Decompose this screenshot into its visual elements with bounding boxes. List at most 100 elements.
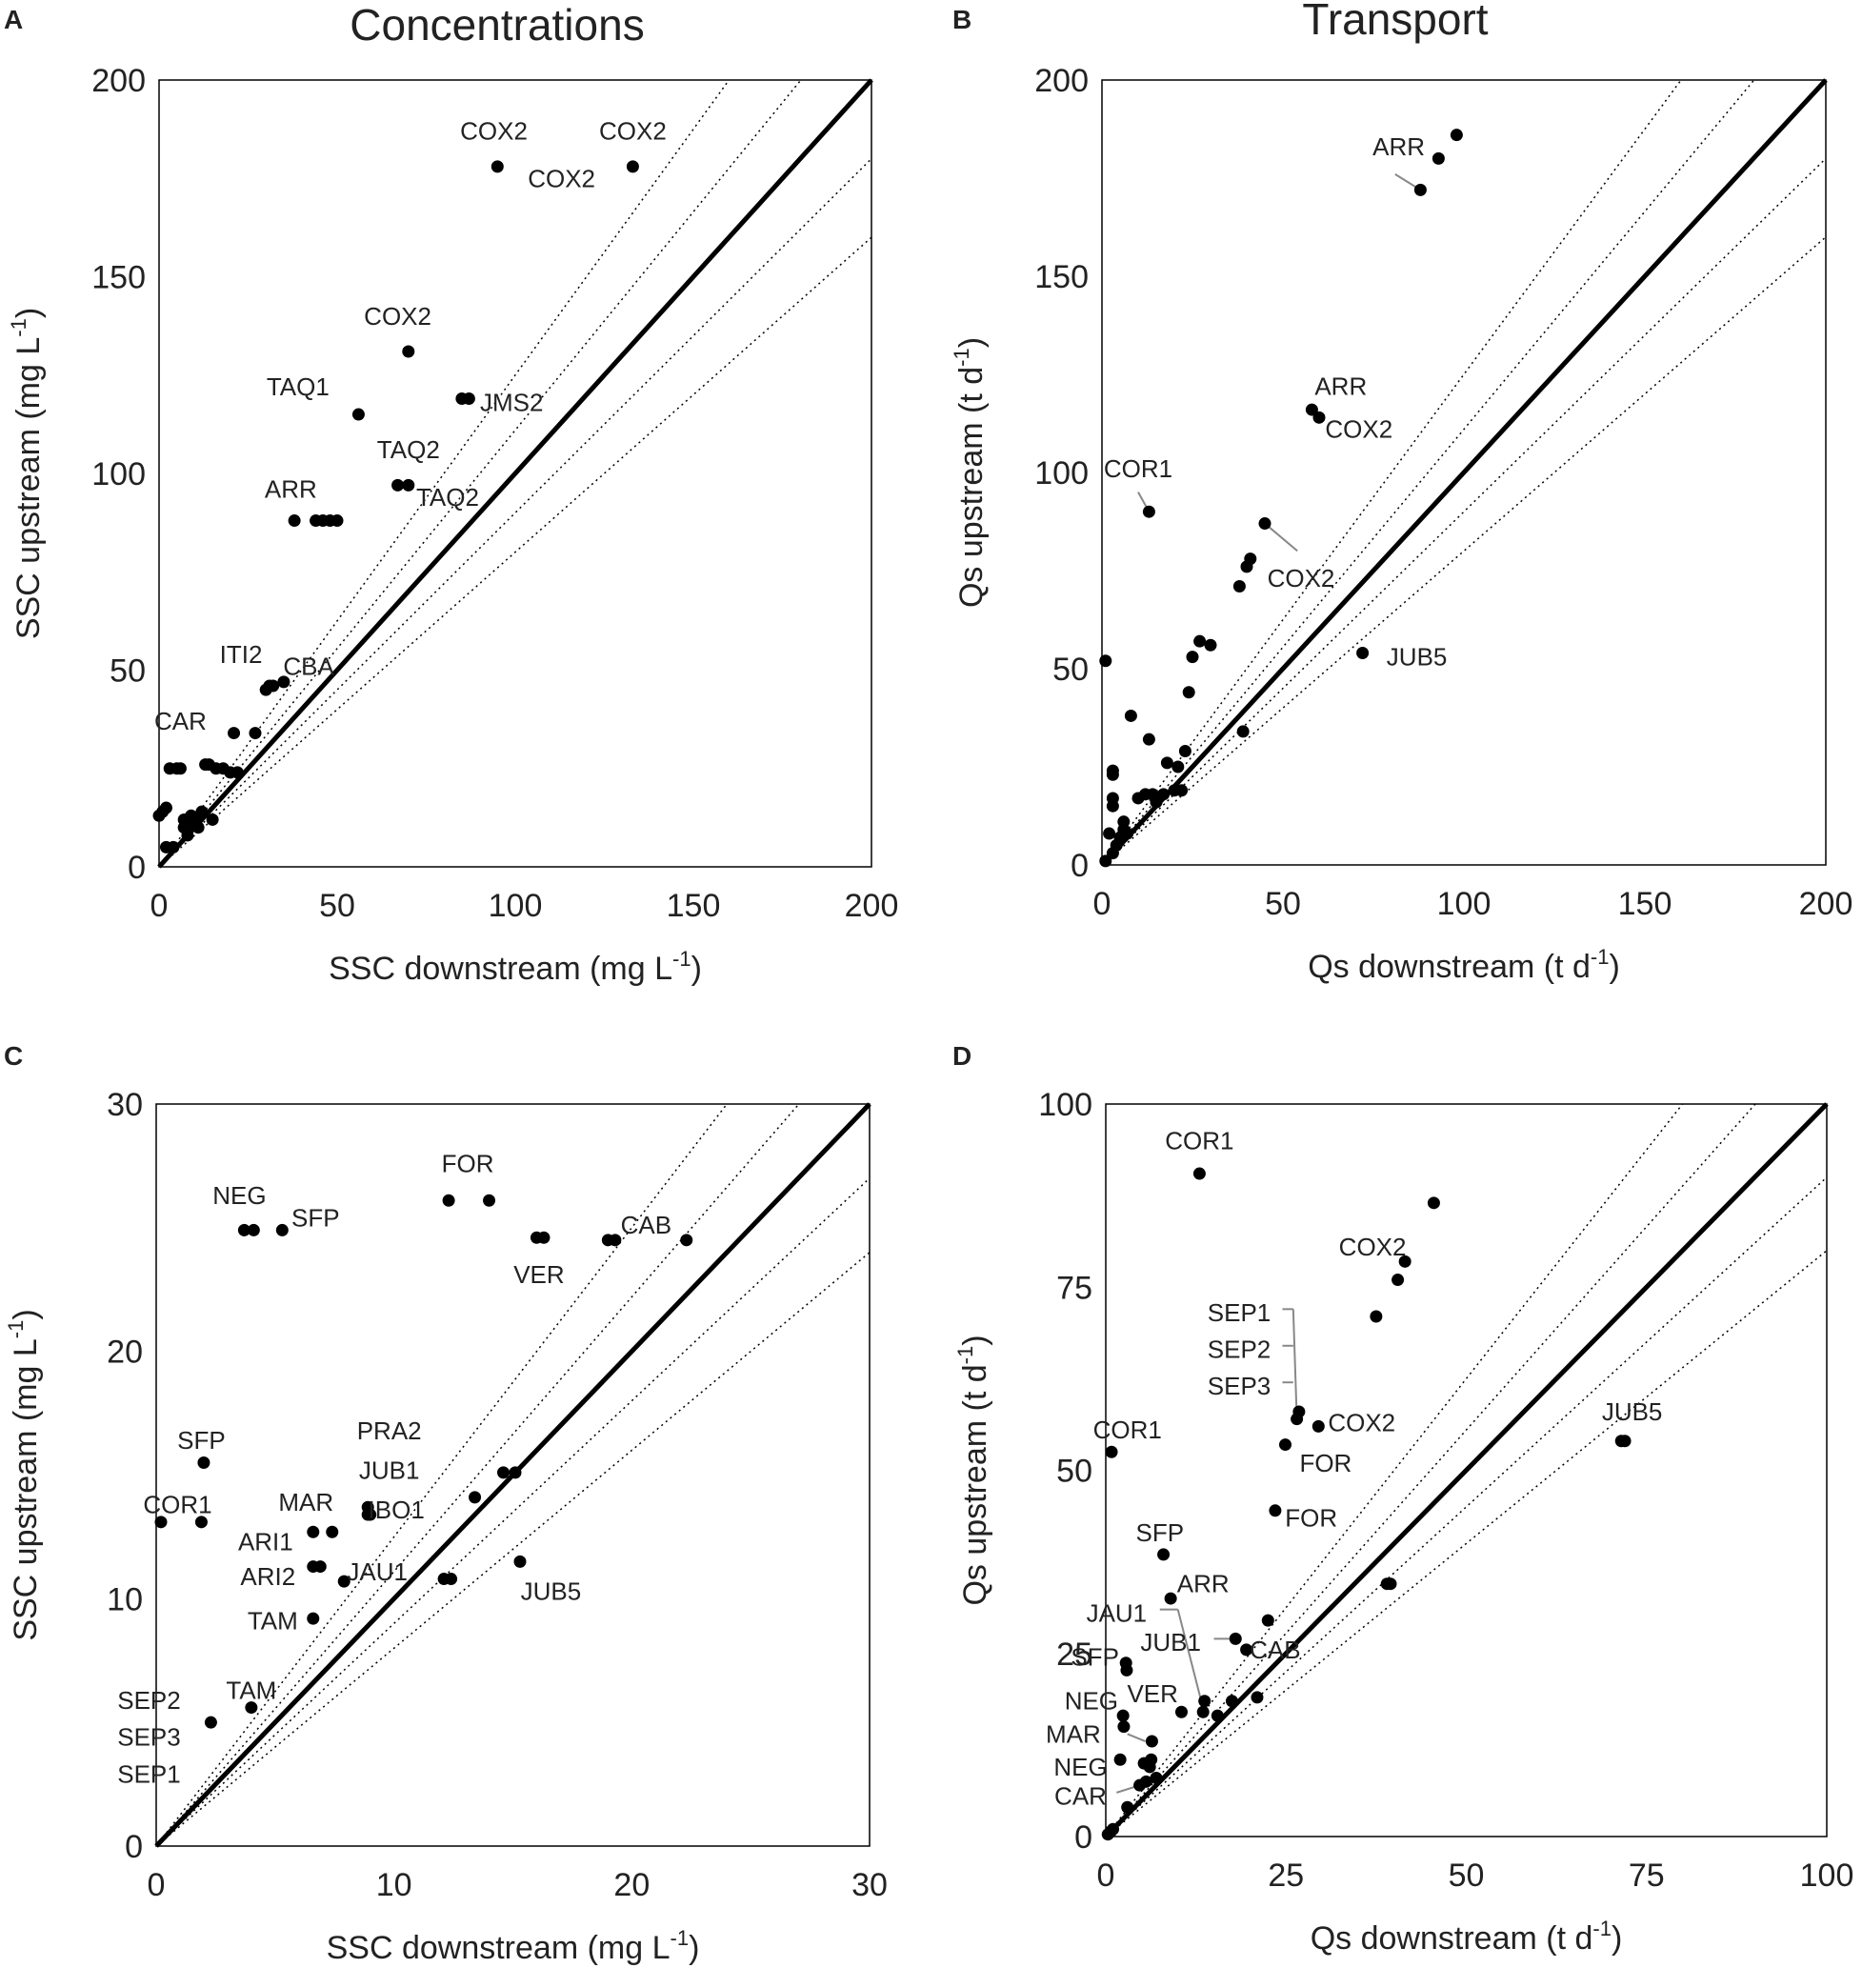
data-point (1106, 792, 1119, 805)
point-label: SEP3 (1208, 1372, 1271, 1400)
data-point (307, 1525, 320, 1538)
data-point (267, 679, 280, 693)
x-axis-label: Qs downstream (t d-1) (1308, 945, 1620, 985)
point-label: COX2 (364, 302, 431, 331)
panel-d: D 0 25 50 75 100 0 25 50 75 100 Qs downstream (t d… (952, 1041, 1853, 1957)
data-point (483, 1194, 496, 1207)
data-point (1116, 1709, 1130, 1722)
data-point (1391, 1274, 1405, 1287)
point-label: NEG (1065, 1687, 1118, 1716)
data-point (1432, 151, 1445, 165)
data-point (288, 514, 301, 528)
data-point (1145, 1753, 1158, 1766)
data-point (1278, 1438, 1291, 1452)
point-label: CAR (1054, 1782, 1107, 1811)
point-label: ARR (1177, 1570, 1230, 1598)
data-point (1261, 1614, 1274, 1627)
data-point (1174, 1705, 1188, 1718)
y-tick-label: 50 (1056, 1454, 1092, 1490)
point-label: SEP2 (117, 1686, 181, 1715)
data-point (1117, 815, 1131, 829)
data-point (1150, 795, 1163, 809)
x-tick-label: 150 (1618, 886, 1672, 922)
data-point (351, 408, 365, 421)
data-point (204, 1716, 217, 1729)
data-point (497, 1466, 511, 1479)
data-point (1113, 1753, 1127, 1766)
point-label: JAU1 (347, 1557, 408, 1586)
reference-line-dotted (1105, 1250, 1828, 1837)
point-label: FOR (1299, 1449, 1351, 1477)
reference-line-dotted (155, 1103, 800, 1847)
reference-line-dotted (1105, 1103, 1756, 1837)
plot-frame (1101, 79, 1827, 866)
x-tick-label: 0 (1093, 886, 1111, 922)
data-point (1311, 1419, 1325, 1433)
data-point (237, 1223, 250, 1236)
reference-line-dotted (155, 1252, 871, 1847)
y-tick-label: 75 (1056, 1270, 1092, 1306)
data-point (277, 675, 290, 689)
data-point (313, 1560, 327, 1574)
reference-line-dotted (155, 1103, 728, 1847)
y-tick-label: 100 (1034, 455, 1089, 492)
point-label: TAQ2 (377, 435, 440, 464)
point-label: COX2 (599, 117, 667, 146)
data-point (1292, 1405, 1306, 1418)
point-label: JUB1 (1140, 1628, 1201, 1657)
data-point (1099, 854, 1112, 868)
y-tick-label: 0 (1074, 1819, 1092, 1856)
point-label: NEG (1053, 1753, 1107, 1781)
x-tick-label: 100 (1437, 886, 1492, 922)
data-point (1142, 733, 1155, 746)
y-tick-label: 50 (110, 653, 146, 690)
y-tick-label: 25 (1056, 1637, 1092, 1673)
data-point (1618, 1435, 1632, 1448)
point-label: IBO1 (369, 1496, 425, 1524)
reference-line-dotted (158, 158, 872, 868)
point-label: JUB5 (1602, 1397, 1663, 1426)
y-tick-label: 30 (107, 1087, 143, 1123)
data-point (1175, 784, 1189, 797)
data-point (1211, 1709, 1224, 1722)
point-label: TAM (226, 1676, 276, 1704)
data-point (245, 1701, 258, 1715)
data-point (491, 160, 504, 173)
x-tick-label: 50 (319, 888, 355, 924)
y-axis-label: SSC upstream (mg L-1) (7, 308, 47, 639)
data-point (326, 1525, 339, 1538)
leader-line (1291, 1309, 1298, 1419)
point-label: JUB5 (1387, 643, 1448, 672)
point-label: COR1 (1165, 1126, 1233, 1155)
x-tick-label: 0 (1097, 1857, 1115, 1894)
data-point (1121, 1800, 1134, 1814)
data-point (1107, 1822, 1120, 1836)
data-point (1105, 1445, 1118, 1458)
data-point (197, 1456, 210, 1470)
panel-letter: D (952, 1041, 971, 1071)
y-axis-label: Qs upstream (t d-1) (953, 1335, 993, 1605)
data-point (1120, 1663, 1133, 1677)
data-point (1240, 1643, 1253, 1657)
y-tick-label: 200 (1034, 63, 1089, 99)
point-label: TAQ2 (416, 483, 479, 512)
point-label: JUB1 (359, 1456, 420, 1484)
x-axis-label: SSC downstream (mg L-1) (329, 947, 702, 987)
data-point (1427, 1196, 1440, 1210)
y-tick-label: 50 (1052, 652, 1089, 688)
point-label: ARR (265, 475, 317, 504)
data-point (167, 840, 180, 853)
point-label: PRA2 (357, 1416, 422, 1445)
leader-line (1176, 1609, 1205, 1709)
data-point (1204, 638, 1217, 652)
data-point (1258, 517, 1271, 531)
point-label: COX2 (528, 164, 595, 192)
point-label: FOR (1285, 1503, 1337, 1532)
x-tick-label: 150 (667, 888, 721, 924)
reference-line-dotted (1101, 79, 1682, 866)
point-label: SEP1 (1208, 1298, 1271, 1327)
data-point (1193, 634, 1207, 648)
x-tick-label: 30 (851, 1867, 888, 1903)
y-tick-label: 20 (107, 1335, 143, 1371)
data-point (159, 801, 172, 814)
